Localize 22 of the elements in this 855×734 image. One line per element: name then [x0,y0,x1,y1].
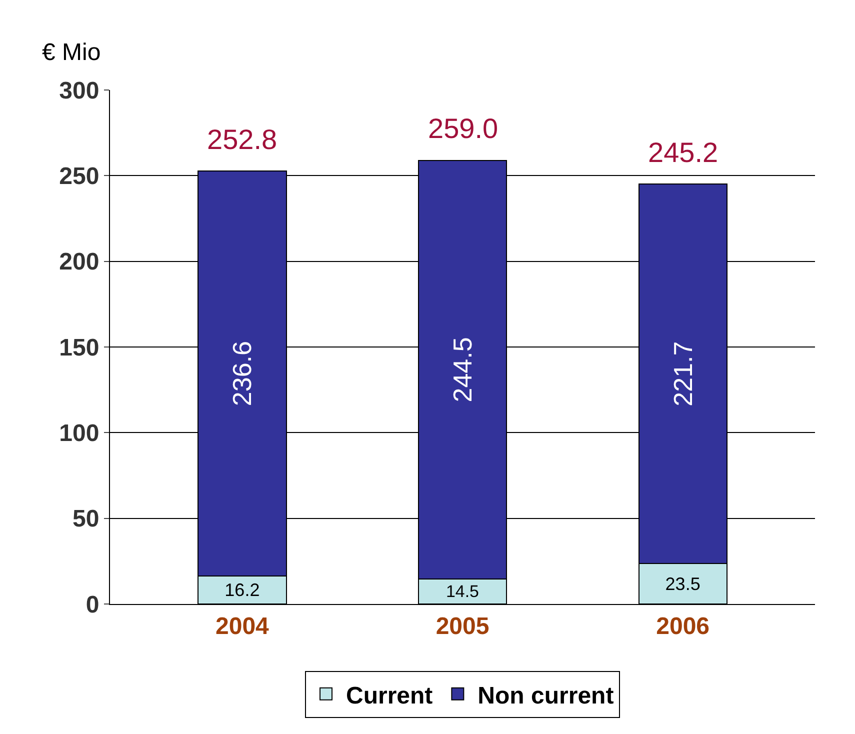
data-label: 244.5 [448,337,478,402]
x-tick-label: 2006 [656,612,710,640]
data-label: 16.2 [224,580,260,600]
y-axis-title: € Mio [42,39,101,66]
total-label: 252.8 [207,124,278,155]
total-label: 245.2 [648,137,718,168]
legend-label: Current [346,682,433,710]
y-tick-label: 200 [59,248,100,276]
data-label: 236.6 [227,341,258,406]
y-tick-label: 50 [72,506,100,533]
y-tick-label: 150 [59,334,100,362]
data-label: 221.7 [668,341,698,406]
x-tick-label: 2004 [215,612,270,640]
x-tick-label: 2005 [436,612,490,640]
y-tick-label: 100 [59,420,100,448]
total-label: 259.0 [428,113,498,144]
data-label: 14.5 [446,582,479,602]
y-tick-label: 0 [86,591,100,618]
legend-label: Non current [478,682,614,710]
y-tick-label: 300 [59,77,100,104]
y-tick-label: 250 [59,163,100,190]
data-label: 23.5 [665,574,700,594]
